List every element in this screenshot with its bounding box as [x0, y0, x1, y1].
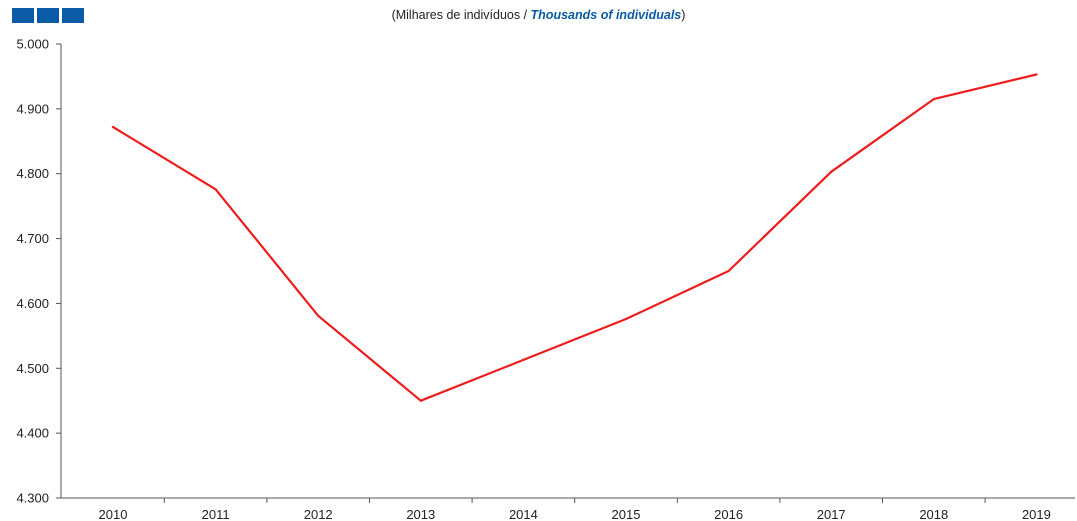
y-tick-label: 5.000 — [16, 37, 49, 52]
y-tick-label: 4.600 — [16, 296, 49, 311]
x-tick-label: 2012 — [304, 507, 333, 521]
subtitle-separator: / — [523, 8, 531, 22]
x-tick-label: 2019 — [1022, 507, 1051, 521]
chart-subtitle: (Milhares de indivíduos / Thousands of i… — [0, 8, 1077, 22]
data-point — [419, 399, 422, 402]
x-tick-label: 2014 — [509, 507, 538, 521]
y-tick-label: 4.400 — [16, 426, 49, 441]
series-line — [111, 73, 1038, 402]
data-point — [830, 170, 833, 173]
subtitle-english: Thousands of individuals — [530, 8, 682, 22]
y-tick-label: 4.900 — [16, 101, 49, 116]
logo-block — [12, 8, 34, 23]
x-tick-label: 2015 — [612, 507, 641, 521]
x-tick-label: 2018 — [919, 507, 948, 521]
subtitle-open-paren: ( — [391, 8, 396, 22]
y-tick-label: 4.800 — [16, 166, 49, 181]
x-tick-label: 2010 — [99, 507, 128, 521]
data-point — [727, 269, 730, 273]
data-point — [932, 98, 935, 101]
subtitle-portuguese: Milhares de indivíduos — [395, 8, 524, 22]
logo-block — [37, 8, 59, 23]
data-point — [522, 358, 525, 361]
y-tick-label: 4.700 — [16, 231, 49, 246]
data-point — [317, 314, 320, 317]
data-point — [624, 317, 628, 321]
logo-block — [62, 8, 84, 23]
data-point — [1035, 73, 1038, 76]
x-tick-label: 2017 — [817, 507, 846, 521]
y-tick-label: 4.500 — [16, 361, 49, 376]
subtitle-close-paren: ) — [681, 8, 686, 22]
logo — [12, 8, 84, 23]
data-point — [214, 188, 217, 191]
x-tick-label: 2013 — [406, 507, 435, 521]
x-tick-label: 2016 — [714, 507, 743, 521]
y-tick-label: 4.300 — [16, 491, 49, 506]
x-tick-label: 2011 — [202, 507, 230, 521]
data-point — [111, 125, 115, 129]
